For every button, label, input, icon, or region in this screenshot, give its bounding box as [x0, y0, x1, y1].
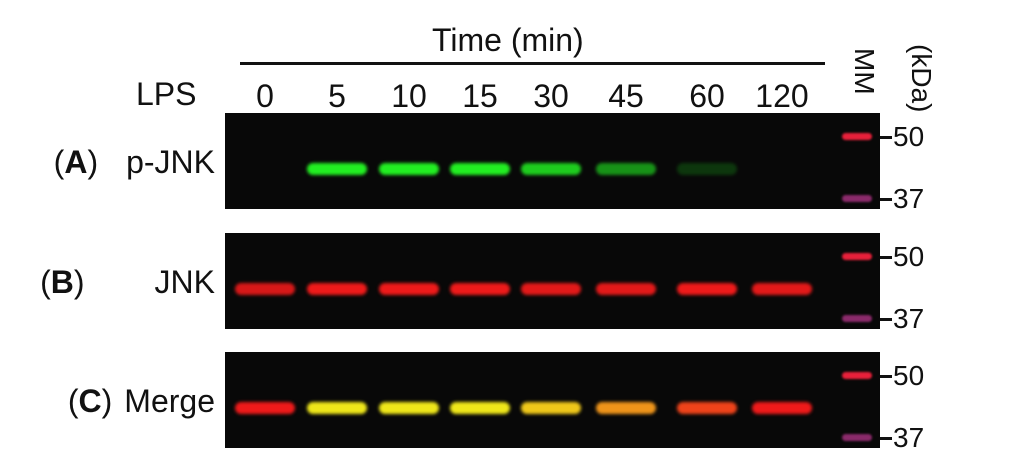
band-lane-5 — [307, 283, 367, 295]
band-lane-5 — [307, 402, 367, 414]
band-lane-15 — [450, 402, 510, 414]
marker-tick — [880, 437, 892, 440]
marker-tick — [880, 318, 892, 321]
lane-label-45: 45 — [608, 78, 644, 114]
lane-label-0: 0 — [256, 78, 274, 114]
panel-label-b: (B) JNK — [40, 266, 215, 298]
time-bracket-line — [240, 62, 825, 65]
band-lane-45 — [596, 402, 656, 414]
marker-band-37 — [842, 315, 872, 322]
marker-label-50: 50 — [893, 360, 925, 391]
band-lane-10 — [379, 283, 439, 295]
marker-label-50: 50 — [893, 241, 925, 272]
band-lane-45 — [596, 283, 656, 295]
band-lane-45 — [596, 163, 656, 175]
panel-label-c: (C) Merge — [68, 385, 215, 417]
band-lane-15 — [450, 283, 510, 295]
time-axis-label: Time (min) — [432, 22, 584, 58]
marker-band-37 — [842, 195, 872, 202]
marker-label-37: 37 — [893, 422, 925, 453]
lane-label-10: 10 — [391, 78, 427, 114]
band-lane-60 — [677, 283, 737, 295]
mm-label: MM — [849, 48, 880, 95]
band-lane-30 — [521, 163, 581, 175]
band-lane-60 — [677, 402, 737, 414]
band-lane-0 — [235, 402, 295, 414]
band-lane-10 — [379, 163, 439, 175]
panel-letter: (A) — [53, 144, 99, 180]
band-lane-30 — [521, 402, 581, 414]
marker-band-37 — [842, 434, 872, 441]
marker-band-50 — [842, 372, 872, 379]
band-lane-5 — [307, 163, 367, 175]
marker-label-37: 37 — [893, 183, 925, 214]
marker-tick — [880, 256, 892, 259]
panel-antibody-label: JNK — [154, 264, 215, 300]
marker-tick — [880, 198, 892, 201]
panel-antibody-label: Merge — [124, 383, 215, 419]
lane-label-30: 30 — [533, 78, 569, 114]
marker-tick — [880, 375, 892, 378]
band-lane-0 — [235, 283, 295, 295]
marker-label-37: 37 — [893, 303, 925, 334]
band-lane-120 — [752, 283, 812, 295]
lane-label-120: 120 — [755, 78, 809, 114]
band-lane-60 — [677, 163, 737, 175]
panel-label-a: (A) p-JNK — [54, 146, 215, 178]
kda-label: (kDa) — [906, 44, 937, 113]
lps-label: LPS — [136, 76, 197, 112]
panel-letter: (B) — [40, 264, 85, 300]
lane-label-15: 15 — [462, 78, 498, 114]
band-lane-15 — [450, 163, 510, 175]
band-lane-120 — [752, 402, 812, 414]
marker-tick — [880, 136, 892, 139]
blot-panel-a — [225, 113, 880, 209]
marker-band-50 — [842, 133, 872, 140]
blot-panel-b — [225, 233, 880, 329]
marker-band-50 — [842, 253, 872, 260]
band-lane-10 — [379, 402, 439, 414]
panel-letter: (C) — [67, 383, 113, 419]
blot-panel-c — [225, 352, 880, 448]
band-lane-30 — [521, 283, 581, 295]
marker-label-50: 50 — [893, 121, 925, 152]
lane-label-60: 60 — [689, 78, 725, 114]
panel-antibody-label: p-JNK — [126, 144, 215, 180]
lane-label-5: 5 — [328, 78, 346, 114]
